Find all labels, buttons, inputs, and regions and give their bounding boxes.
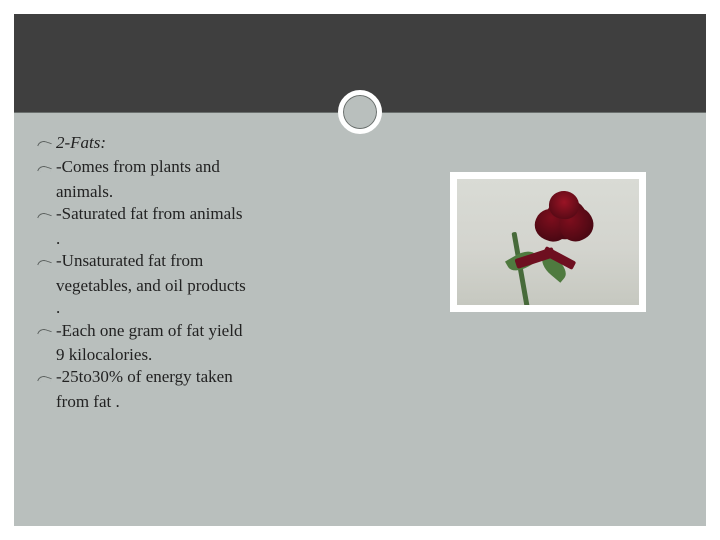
bullet-item: -Each one gram of fat yield bbox=[36, 320, 356, 342]
bullet-continuation: animals. bbox=[36, 181, 356, 203]
bullet-item: -25to30% of energy taken bbox=[36, 366, 356, 388]
bullet-item: -Unsaturated fat from bbox=[36, 250, 356, 272]
bullet-item: -Comes from plants and bbox=[36, 156, 356, 178]
slide: 2-Fats: -Comes from plants and animals. … bbox=[0, 0, 720, 540]
bullet-continuation: from fat . bbox=[36, 391, 356, 413]
body-text-block: 2-Fats: -Comes from plants and animals. … bbox=[36, 132, 356, 413]
bullet-continuation: . bbox=[36, 297, 356, 319]
rose-image bbox=[450, 172, 646, 312]
rose-photo-icon bbox=[457, 179, 639, 305]
bullet-continuation: 9 kilocalories. bbox=[36, 344, 356, 366]
bullet-continuation: . bbox=[36, 228, 356, 250]
bullet-item: -Saturated fat from animals bbox=[36, 203, 356, 225]
bullet-item: 2-Fats: bbox=[36, 132, 356, 154]
bullet-continuation: vegetables, and oil products bbox=[36, 275, 356, 297]
decorative-ring-icon bbox=[338, 90, 382, 134]
